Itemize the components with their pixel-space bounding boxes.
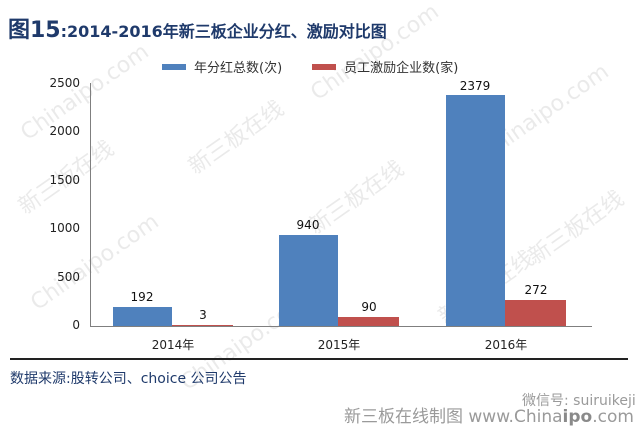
y-tick: 1000 [49, 221, 80, 235]
site-url: www.Chinaipo.com [468, 407, 634, 427]
watermark: 新三板在线 [524, 186, 629, 270]
legend-swatch-blue [162, 63, 186, 70]
value-label: 940 [296, 218, 320, 232]
y-tick: 2000 [49, 124, 80, 138]
footer-credit: 新三板在线制图 微信号: suiruikeji www.Chinaipo.com [344, 393, 636, 427]
legend: 年分红总数(次) 员工激励企业数(家) [162, 57, 488, 76]
y-tick: 500 [57, 270, 80, 284]
title-text: :2014-2016年新三板企业分红、激励对比图 [60, 22, 387, 41]
value-label: 2379 [459, 79, 491, 93]
divider [10, 358, 628, 360]
y-tick: 0 [72, 318, 80, 332]
credit-text: 新三板在线制图 [344, 407, 463, 427]
value-label: 192 [130, 290, 154, 304]
x-tick: 2016年 [484, 338, 528, 352]
data-source: 数据来源:股转公司、choice 公司公告 [10, 371, 247, 387]
legend-item-incentives: 员工激励企业数(家) [312, 57, 458, 76]
bar-dividends-2016 [446, 95, 505, 326]
chart-title: 图15:2014-2016年新三板企业分红、激励对比图 [8, 12, 387, 44]
legend-item-dividends: 年分红总数(次) [162, 57, 282, 76]
bar-incentives-2014 [172, 325, 233, 326]
x-axis [90, 326, 592, 327]
legend-label: 员工激励企业数(家) [344, 61, 459, 76]
bar-incentives-2015 [338, 317, 399, 326]
bar-dividends-2014 [113, 307, 172, 326]
y-tick: 1500 [49, 173, 80, 187]
legend-swatch-red [312, 63, 337, 70]
y-tick: 2500 [49, 76, 80, 90]
wechat-id: 微信号: suiruikeji [522, 393, 636, 409]
watermark: 新三板在线 [184, 96, 289, 180]
bar-dividends-2015 [279, 235, 338, 326]
figure-label: 图15 [8, 18, 61, 43]
x-tick: 2014年 [151, 338, 195, 352]
x-tick: 2015年 [317, 338, 361, 352]
value-label: 3 [199, 308, 207, 322]
value-label: 272 [524, 283, 548, 297]
y-axis [90, 83, 91, 326]
legend-label: 年分红总数(次) [194, 61, 283, 76]
value-label: 90 [361, 300, 377, 314]
bar-incentives-2016 [505, 300, 566, 326]
